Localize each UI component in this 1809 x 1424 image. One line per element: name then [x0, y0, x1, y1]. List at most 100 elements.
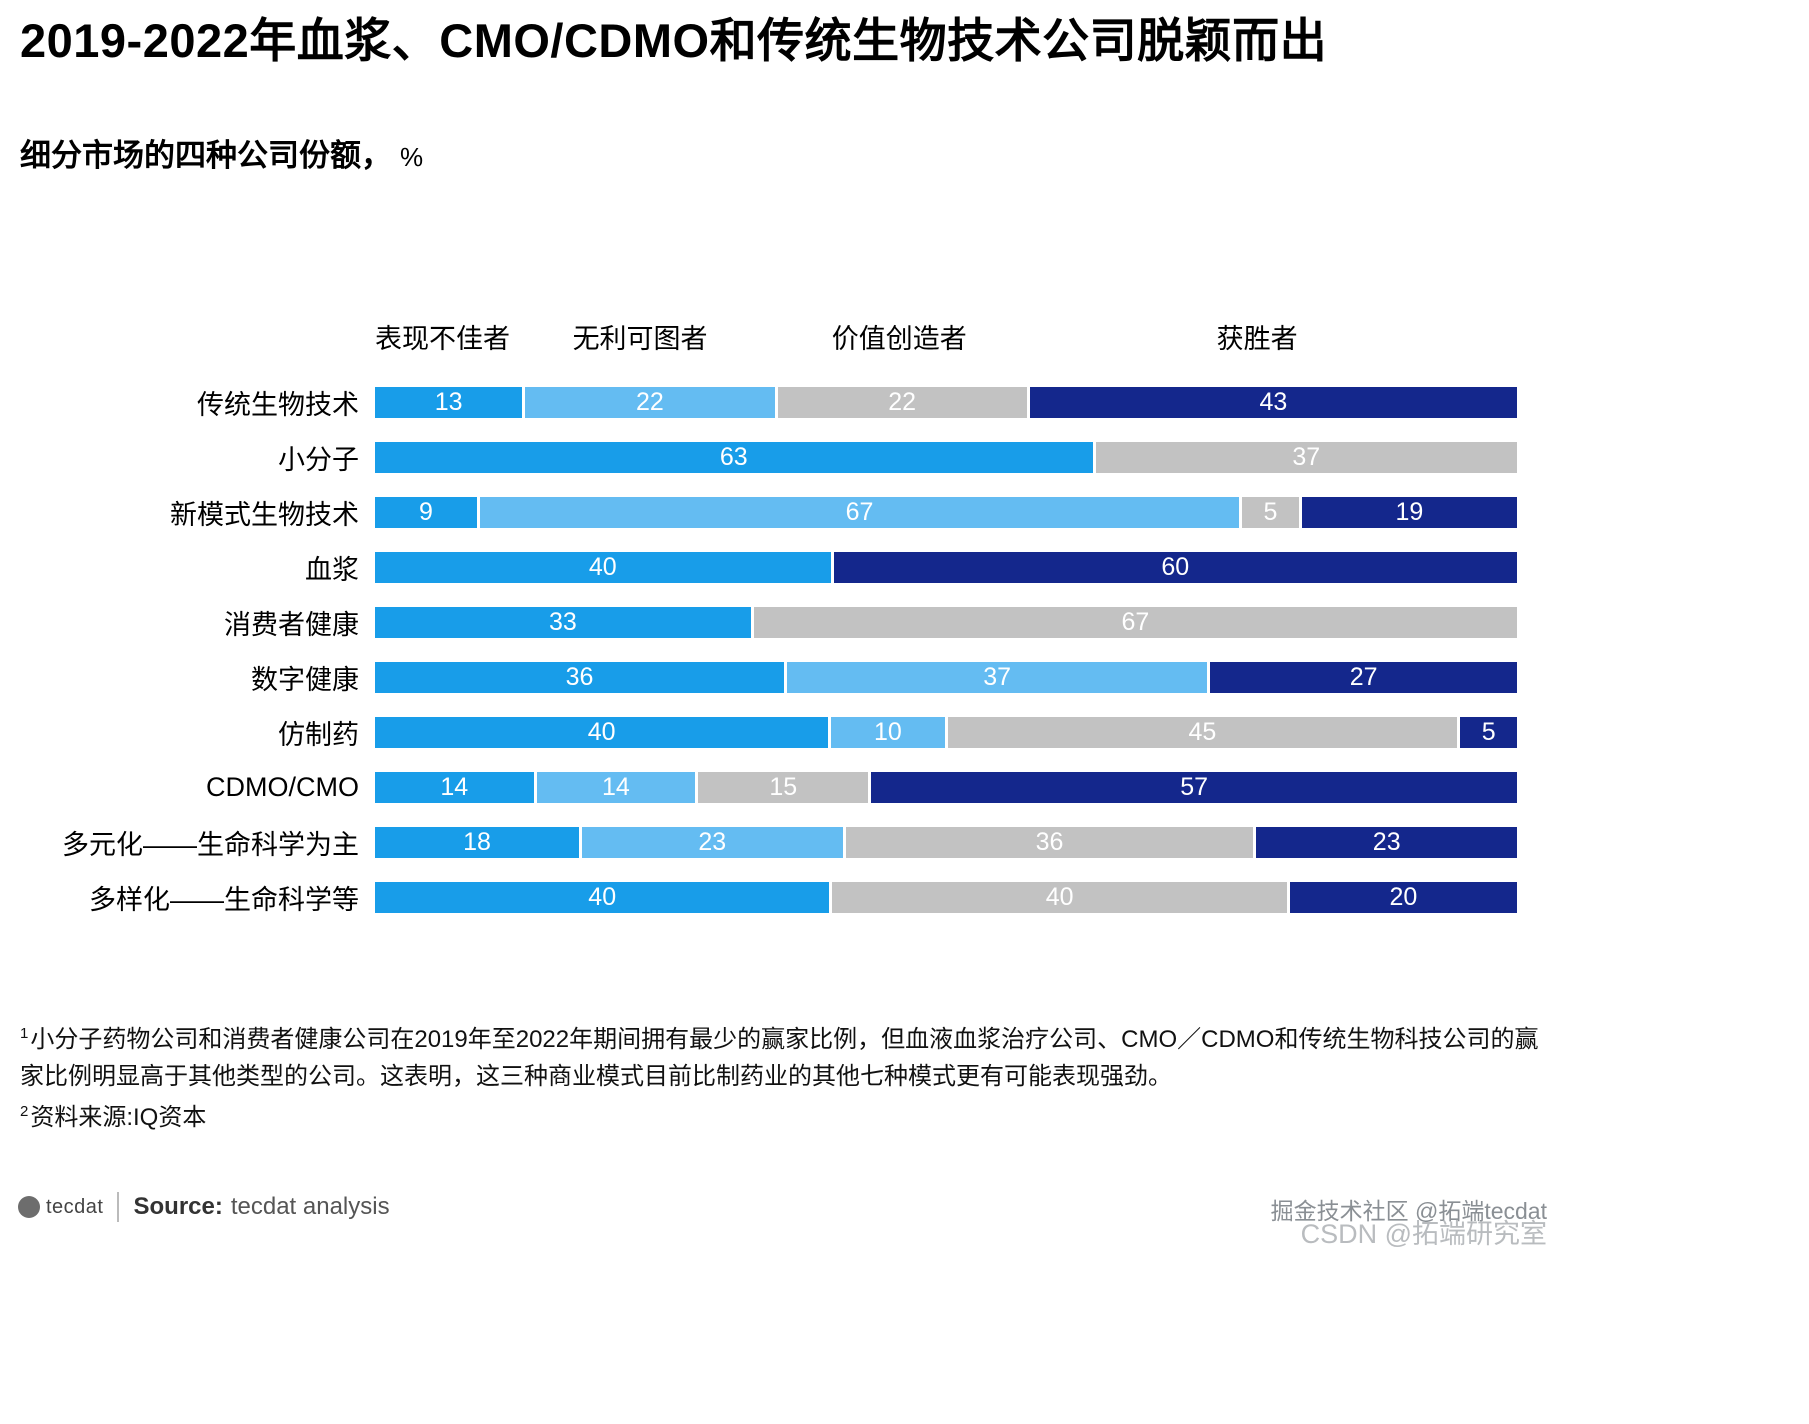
bar-value-label: 14	[440, 773, 469, 802]
bar-track: 33 67	[375, 607, 1517, 639]
bar-value-label: 40	[588, 883, 617, 912]
bar-value-label: 19	[1395, 498, 1424, 527]
bar-value-label: 23	[698, 828, 727, 857]
bar-segment-underperformer: 9	[375, 497, 477, 529]
chart-subtitle-text: 细分市场的四种公司份额，	[20, 138, 392, 174]
bar-value-label: 27	[1349, 663, 1378, 692]
bar-track: 13 22 22 43	[375, 387, 1518, 419]
chart-header: 表现不佳者 无利可图者 价值创造者 获胜者	[375, 317, 1517, 359]
bar-segment-winner: 43	[1029, 387, 1518, 419]
bar-segment-value_creator: 40	[832, 882, 1287, 914]
bar-track: 40 60	[375, 552, 1517, 584]
bar-value-label: 22	[636, 388, 664, 417]
bar-segment-underperformer: 36	[375, 662, 784, 694]
chart-row: 数字健康 36 37 27	[20, 650, 1517, 705]
bar-segment-underperformer: 40	[375, 552, 831, 584]
chart-row: 新模式生物技术 9 67 5 19	[20, 485, 1517, 540]
footnote-marker: 1	[20, 1025, 29, 1043]
bar-value-label: 23	[1372, 828, 1401, 857]
bar-value-label: 40	[588, 553, 617, 582]
bar-segment-underperformer: 13	[375, 387, 523, 419]
bar-segment-underperformer: 40	[375, 717, 829, 749]
bar-track: 18 23 36 23	[375, 827, 1517, 859]
bar-value-label: 40	[587, 718, 616, 747]
source-label: Source:	[133, 1193, 223, 1220]
bar-segment-value_creator: 37	[1095, 442, 1517, 474]
series-header-winner: 获胜者	[1216, 324, 1298, 355]
bar-segment-unprofitable: 37	[786, 662, 1208, 694]
chart-row: CDMO/CMO 14 14 15 57	[20, 760, 1518, 815]
row-label: 仿制药	[278, 720, 359, 751]
watermark-juejin: 掘金技术社区 @拓端tecdat	[1270, 1198, 1547, 1224]
bar-segment-unprofitable: 67	[479, 497, 1240, 529]
bar-value-label: 67	[1121, 608, 1150, 637]
bar-segment-value_creator: 15	[698, 772, 869, 804]
bar-value-label: 22	[888, 388, 917, 417]
watermark-csdn: CSDN @拓端研究室	[1300, 1219, 1547, 1249]
bar-segment-underperformer: 18	[375, 827, 579, 859]
bar-value-label: 33	[549, 608, 577, 637]
chart-unit-label: %	[400, 142, 424, 173]
bar-segment-value_creator: 5	[1242, 497, 1299, 529]
chart-row: 仿制药 40 10 45 5	[20, 705, 1517, 760]
row-label: 血浆	[305, 555, 359, 586]
bar-value-label: 36	[565, 663, 594, 692]
tecdat-logo-text: tecdat	[46, 1195, 104, 1218]
stacked-bar-chart: 表现不佳者 无利可图者 价值创造者 获胜者 传统生物技术 13 22 22 43 小分子 63 37…	[20, 317, 1518, 925]
bar-value-label: 18	[463, 828, 491, 857]
chart-row: 消费者健康 33 67	[20, 595, 1517, 650]
footnote: 2资料来源:IQ资本	[20, 1103, 207, 1132]
chart-row: 多元化——生命科学为主 18 23 36 23	[20, 815, 1517, 870]
bar-value-label: 37	[1292, 443, 1321, 472]
bar-value-label: 43	[1259, 388, 1288, 417]
bar-segment-unprofitable: 10	[831, 717, 945, 749]
source-text: tecdat analysis	[230, 1193, 390, 1220]
bar-track: 9 67 5 19	[375, 497, 1517, 529]
bar-track: 14 14 15 57	[375, 772, 1518, 804]
bar-segment-value_creator: 67	[753, 607, 1517, 639]
series-header-unprofitable: 无利可图者	[572, 324, 708, 355]
bar-value-label: 5	[1263, 498, 1278, 527]
bar-segment-value_creator: 22	[777, 387, 1027, 419]
row-label: 传统生物技术	[197, 390, 359, 421]
bar-value-label: 10	[873, 718, 902, 747]
bar-value-label: 20	[1389, 883, 1418, 912]
bar-segment-winner: 20	[1289, 882, 1518, 914]
bar-segment-winner: 5	[1460, 717, 1517, 749]
footer: tecdat Source: tecdat analysis	[18, 1192, 390, 1222]
bar-segment-unprofitable: 22	[525, 387, 775, 419]
bar-segment-underperformer: 33	[375, 607, 751, 639]
tecdat-logo-icon	[18, 1196, 40, 1218]
bar-segment-winner: 60	[833, 552, 1517, 584]
row-label: 新模式生物技术	[170, 500, 359, 531]
bar-value-label: 9	[419, 498, 433, 527]
bar-segment-underperformer: 63	[375, 442, 1093, 474]
series-header-underperformer: 表现不佳者	[375, 324, 510, 355]
chart-row: 血浆 40 60	[20, 540, 1517, 595]
chart-rows: 传统生物技术 13 22 22 43 小分子 63 37 新模式生物技术 9 67 5 19 血浆 40 60…	[20, 375, 1518, 925]
row-label: 消费者健康	[224, 610, 359, 641]
bar-segment-unprofitable: 14	[536, 772, 696, 804]
bar-value-label: 57	[1180, 773, 1209, 802]
bar-value-label: 45	[1188, 718, 1217, 747]
bar-value-label: 15	[769, 773, 798, 802]
row-label: 小分子	[278, 445, 359, 476]
page-title: 2019-2022年血浆、CMO/CDMO和传统生物技术公司脱颖而出	[20, 14, 1328, 67]
bar-value-label: 37	[983, 663, 1012, 692]
bar-track: 63 37	[375, 442, 1517, 474]
bar-track: 40 40 20	[375, 882, 1518, 914]
footnote: 1小分子药物公司和消费者健康公司在2019年至2022年期间拥有最少的赢家比例，…	[20, 1025, 1539, 1091]
bar-value-label: 14	[602, 773, 630, 802]
bar-track: 36 37 27	[375, 662, 1517, 694]
bar-segment-value_creator: 45	[947, 717, 1458, 749]
bar-segment-underperformer: 40	[375, 882, 830, 914]
bar-segment-winner: 27	[1210, 662, 1517, 694]
footnote-marker: 2	[20, 1103, 29, 1121]
bar-value-label: 40	[1045, 883, 1074, 912]
row-label: 多样化——生命科学等	[89, 885, 359, 916]
row-label: CDMO/CMO	[206, 772, 359, 803]
bar-value-label: 60	[1161, 553, 1190, 582]
bar-segment-value_creator: 36	[845, 827, 1254, 859]
series-header-value_creator: 价值创造者	[831, 324, 967, 355]
